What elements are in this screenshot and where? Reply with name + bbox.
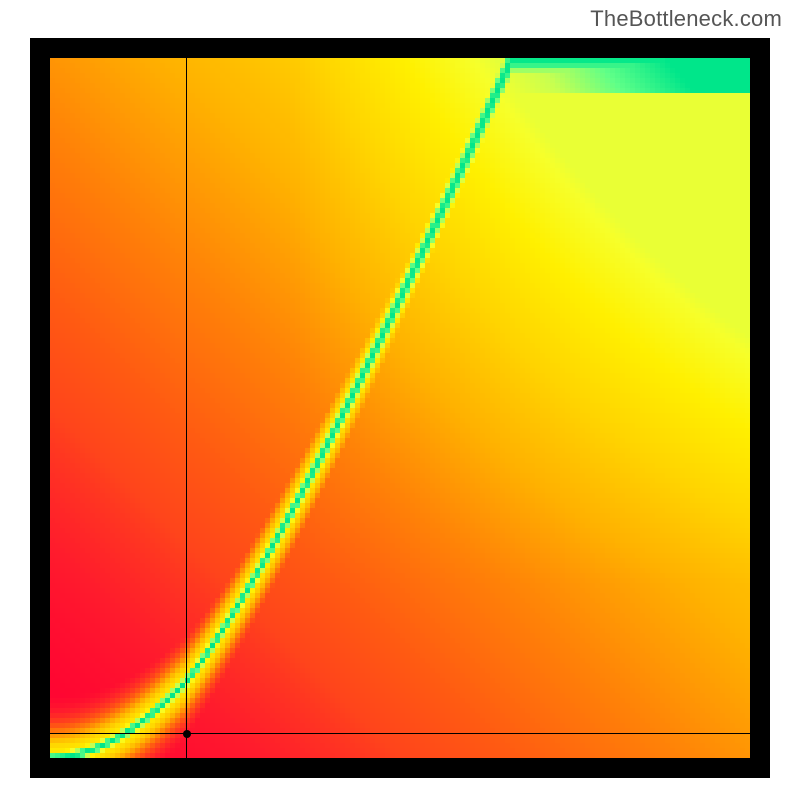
crosshair-vertical: [186, 58, 187, 758]
watermark-text: TheBottleneck.com: [590, 6, 782, 32]
crosshair-marker: [183, 730, 191, 738]
figure-container: TheBottleneck.com: [0, 0, 800, 800]
plot-frame: [30, 38, 770, 778]
crosshair-horizontal: [50, 733, 750, 734]
heatmap-canvas: [50, 58, 750, 758]
plot-area: [50, 58, 750, 758]
